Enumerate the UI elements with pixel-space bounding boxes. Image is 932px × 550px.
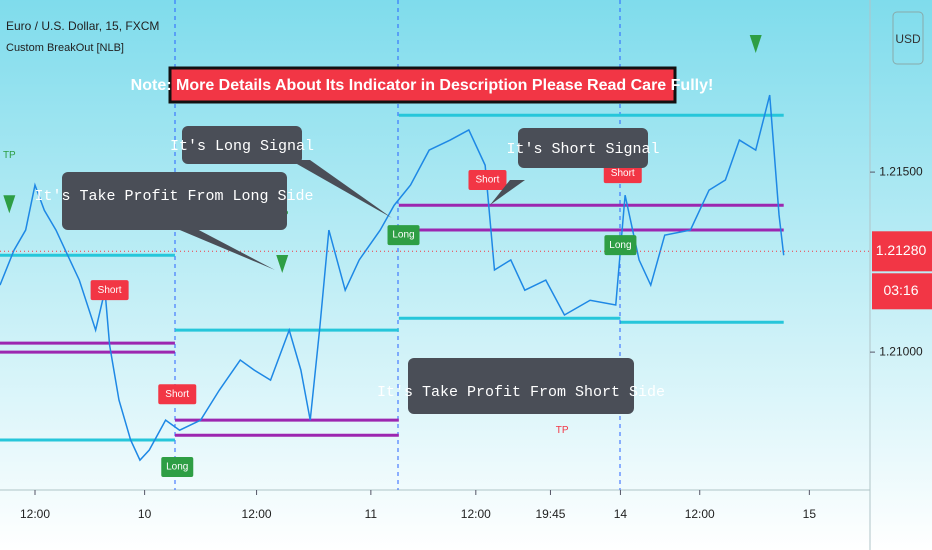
signal-marker (604, 235, 637, 256)
callout-text: It's Take Profit From Short Side (377, 384, 665, 401)
signal-label: Short (611, 168, 635, 179)
tp-label: TP (556, 425, 569, 436)
countdown-tag (872, 273, 932, 310)
note-text: Note: More Details About Its Indicator i… (131, 77, 714, 94)
signal-marker (387, 225, 420, 246)
x-tick-label: 14 (614, 507, 628, 521)
signal-marker (158, 384, 197, 405)
chart-title: Euro / U.S. Dollar, 15, FXCM (6, 19, 159, 33)
callout-pointer (175, 228, 275, 270)
indicator-name: Custom BreakOut [NLB] (6, 42, 124, 54)
callout (62, 172, 287, 230)
last-price-label: 1.21280 (876, 242, 927, 258)
x-tick-label: 12:00 (242, 507, 272, 521)
tp-marker (749, 35, 762, 54)
x-tick-label: 11 (365, 507, 378, 521)
tp-label: TP (749, 0, 762, 1)
callout (518, 128, 648, 168)
signal-marker (468, 170, 507, 191)
y-tick-label: 1.21500 (879, 164, 923, 178)
note-banner (168, 66, 677, 104)
signal-label: Short (165, 389, 189, 400)
x-tick-label: 12:00 (20, 507, 50, 521)
countdown: 03:16 (883, 282, 918, 298)
tp-marker (3, 195, 16, 214)
x-tick-label: 10 (138, 507, 152, 521)
callout (408, 358, 634, 414)
x-tick-label: 15 (803, 507, 817, 521)
signal-label: Long (392, 230, 414, 241)
callout (182, 126, 302, 164)
x-tick-label: 12:00 (685, 507, 715, 521)
signal-marker (161, 456, 194, 477)
plot: ShortShortLongLongShortShortLongTPTPTPTP (0, 0, 870, 477)
x-tick-label: 19:45 (535, 507, 565, 521)
callout-pointer (290, 160, 392, 218)
currency[interactable]: USD (895, 32, 921, 46)
tp-marker (276, 254, 289, 273)
signal-marker (90, 280, 129, 301)
tp-label: TP (3, 150, 16, 161)
callout-text: It's Long Signal (170, 138, 314, 155)
x-tick-label: 12:00 (461, 507, 491, 521)
signal-label: Short (476, 175, 500, 186)
signal-marker (603, 163, 642, 184)
callout-text: It's Take Profit From Long Side (34, 188, 313, 205)
signal-label: Long (609, 240, 631, 251)
last-price-tag (872, 231, 932, 272)
callout-pointer (490, 180, 525, 205)
currency-box[interactable] (892, 11, 924, 65)
callout-text: It's Short Signal (506, 141, 659, 158)
y-tick-label: 1.21000 (879, 344, 923, 358)
signal-label: Short (98, 285, 122, 296)
signal-label: Long (166, 462, 188, 473)
